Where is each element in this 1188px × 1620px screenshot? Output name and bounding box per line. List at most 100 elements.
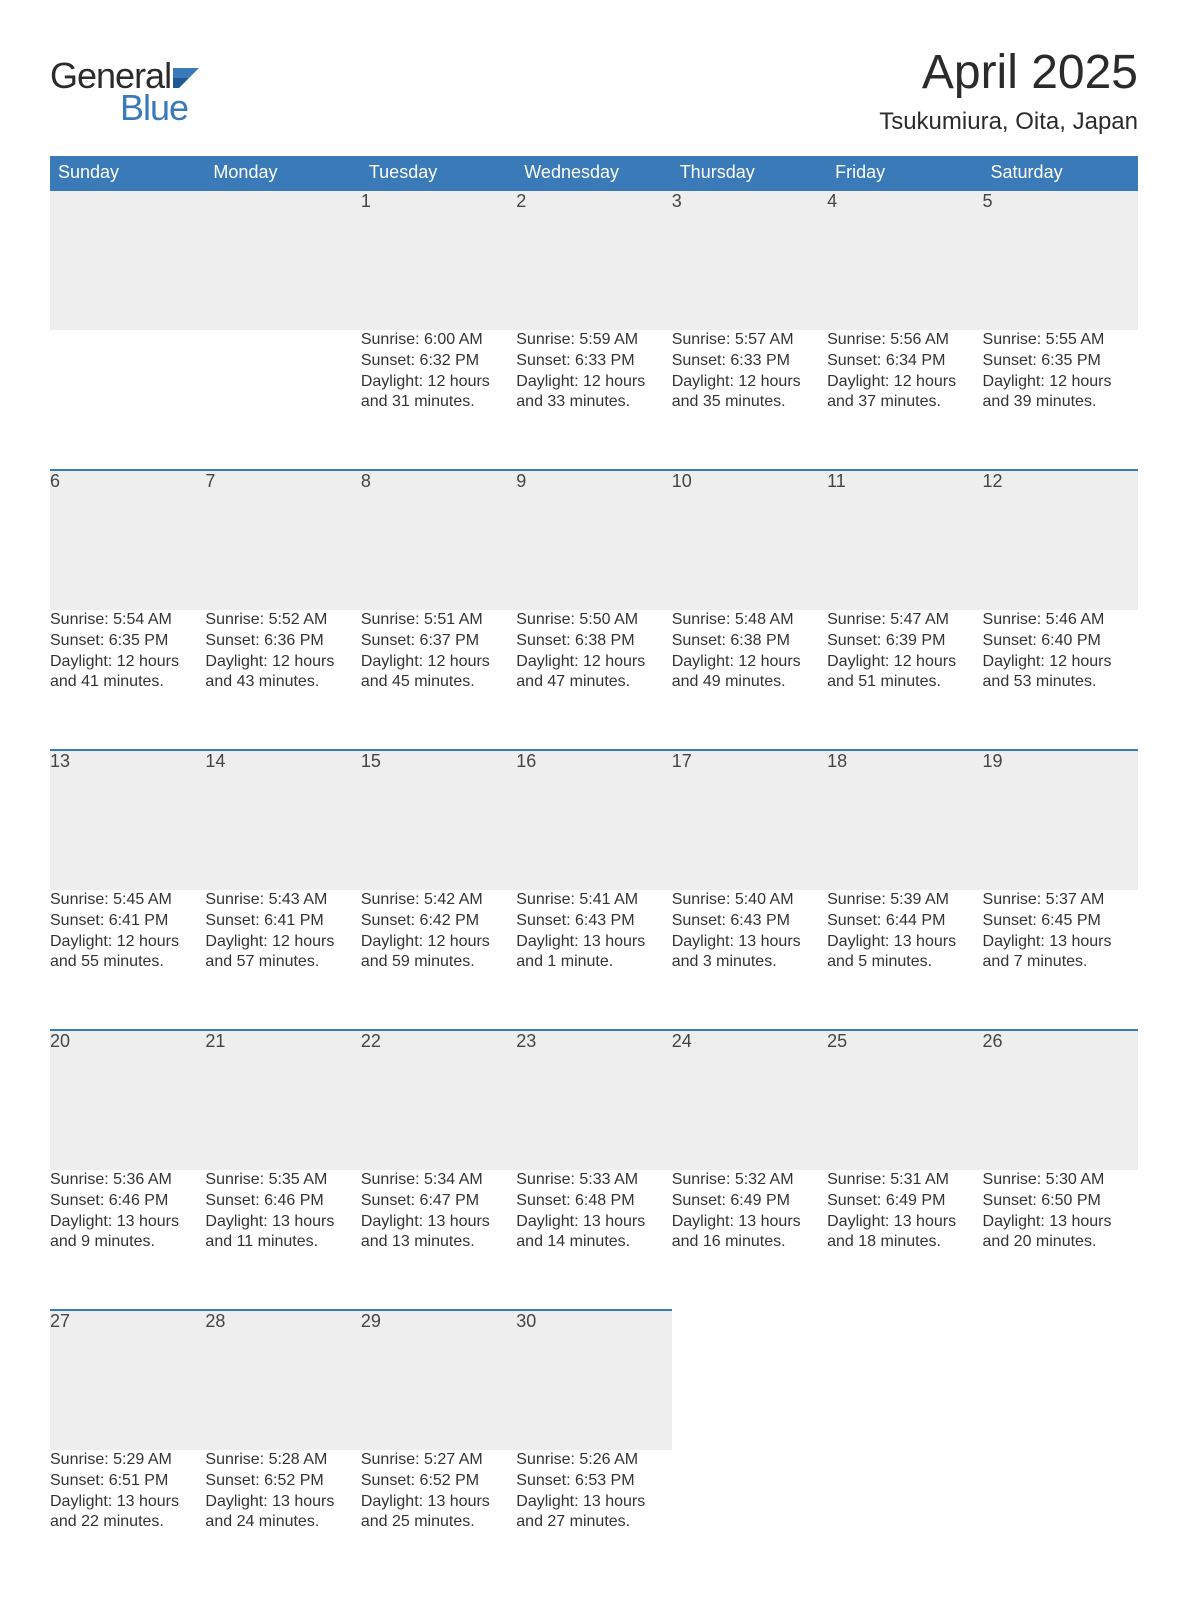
daybody-row: Sunrise: 6:00 AMSunset: 6:32 PMDaylight:…	[50, 330, 1138, 470]
daylight2-text: and 27 minutes.	[516, 1512, 671, 1533]
weekday-header: Tuesday	[361, 156, 516, 190]
daylight1-text: Daylight: 12 hours	[516, 652, 671, 673]
daylight2-text: and 57 minutes.	[205, 952, 360, 973]
day-cell: Sunrise: 5:56 AMSunset: 6:34 PMDaylight:…	[827, 330, 982, 470]
daylight1-text: Daylight: 13 hours	[983, 1212, 1138, 1233]
sunrise-text: Sunrise: 5:50 AM	[516, 610, 671, 631]
day-cell	[50, 330, 205, 470]
weekday-header: Saturday	[983, 156, 1138, 190]
daylight1-text: Daylight: 12 hours	[361, 372, 516, 393]
day-cell: Sunrise: 5:47 AMSunset: 6:39 PMDaylight:…	[827, 610, 982, 750]
day-cell: Sunrise: 5:37 AMSunset: 6:45 PMDaylight:…	[983, 890, 1138, 1030]
sunrise-text: Sunrise: 6:00 AM	[361, 330, 516, 351]
sunrise-text: Sunrise: 5:51 AM	[361, 610, 516, 631]
daybody-row: Sunrise: 5:54 AMSunset: 6:35 PMDaylight:…	[50, 610, 1138, 750]
day-cell: Sunrise: 5:50 AMSunset: 6:38 PMDaylight:…	[516, 610, 671, 750]
daylight1-text: Daylight: 12 hours	[361, 932, 516, 953]
daylight2-text: and 24 minutes.	[205, 1512, 360, 1533]
sunset-text: Sunset: 6:48 PM	[516, 1191, 671, 1212]
sunset-text: Sunset: 6:42 PM	[361, 911, 516, 932]
daylight2-text: and 5 minutes.	[827, 952, 982, 973]
daylight1-text: Daylight: 13 hours	[827, 1212, 982, 1233]
day-number: 29	[361, 1310, 516, 1450]
day-number: 8	[361, 470, 516, 610]
day-cell: Sunrise: 5:43 AMSunset: 6:41 PMDaylight:…	[205, 890, 360, 1030]
daylight1-text: Daylight: 12 hours	[361, 652, 516, 673]
day-cell	[827, 1450, 982, 1590]
day-cell: Sunrise: 5:34 AMSunset: 6:47 PMDaylight:…	[361, 1170, 516, 1310]
sunset-text: Sunset: 6:49 PM	[827, 1191, 982, 1212]
sunset-text: Sunset: 6:53 PM	[516, 1471, 671, 1492]
daylight1-text: Daylight: 12 hours	[827, 372, 982, 393]
day-number: 24	[672, 1030, 827, 1170]
day-cell: Sunrise: 5:51 AMSunset: 6:37 PMDaylight:…	[361, 610, 516, 750]
day-cell: Sunrise: 5:27 AMSunset: 6:52 PMDaylight:…	[361, 1450, 516, 1590]
day-cell	[672, 1450, 827, 1590]
day-number: 18	[827, 750, 982, 890]
daylight2-text: and 14 minutes.	[516, 1232, 671, 1253]
sunrise-text: Sunrise: 5:34 AM	[361, 1170, 516, 1191]
sunset-text: Sunset: 6:32 PM	[361, 351, 516, 372]
weekday-header: Thursday	[672, 156, 827, 190]
daylight1-text: Daylight: 13 hours	[516, 932, 671, 953]
sunrise-text: Sunrise: 5:39 AM	[827, 890, 982, 911]
day-number	[50, 190, 205, 330]
sunrise-text: Sunrise: 5:43 AM	[205, 890, 360, 911]
day-number: 17	[672, 750, 827, 890]
daylight2-text: and 49 minutes.	[672, 672, 827, 693]
daylight2-text: and 13 minutes.	[361, 1232, 516, 1253]
sunrise-text: Sunrise: 5:48 AM	[672, 610, 827, 631]
sunrise-text: Sunrise: 5:54 AM	[50, 610, 205, 631]
day-number: 27	[50, 1310, 205, 1450]
day-cell: Sunrise: 5:30 AMSunset: 6:50 PMDaylight:…	[983, 1170, 1138, 1310]
sunrise-text: Sunrise: 5:29 AM	[50, 1450, 205, 1471]
daylight2-text: and 35 minutes.	[672, 392, 827, 413]
weekday-header: Sunday	[50, 156, 205, 190]
day-number: 26	[983, 1030, 1138, 1170]
sunrise-text: Sunrise: 5:47 AM	[827, 610, 982, 631]
sunrise-text: Sunrise: 5:35 AM	[205, 1170, 360, 1191]
day-number: 28	[205, 1310, 360, 1450]
day-number	[205, 190, 360, 330]
daylight1-text: Daylight: 13 hours	[516, 1212, 671, 1233]
daylight1-text: Daylight: 13 hours	[516, 1492, 671, 1513]
daylight2-text: and 39 minutes.	[983, 392, 1138, 413]
day-number: 1	[361, 190, 516, 330]
sunset-text: Sunset: 6:33 PM	[672, 351, 827, 372]
day-number: 6	[50, 470, 205, 610]
daylight1-text: Daylight: 12 hours	[50, 652, 205, 673]
day-number: 4	[827, 190, 982, 330]
daylight2-text: and 16 minutes.	[672, 1232, 827, 1253]
day-cell: Sunrise: 5:55 AMSunset: 6:35 PMDaylight:…	[983, 330, 1138, 470]
daylight2-text: and 25 minutes.	[361, 1512, 516, 1533]
sunset-text: Sunset: 6:39 PM	[827, 631, 982, 652]
day-cell: Sunrise: 5:33 AMSunset: 6:48 PMDaylight:…	[516, 1170, 671, 1310]
day-number: 12	[983, 470, 1138, 610]
sunrise-text: Sunrise: 5:32 AM	[672, 1170, 827, 1191]
sunset-text: Sunset: 6:33 PM	[516, 351, 671, 372]
sunset-text: Sunset: 6:50 PM	[983, 1191, 1138, 1212]
sunset-text: Sunset: 6:44 PM	[827, 911, 982, 932]
sunrise-text: Sunrise: 5:52 AM	[205, 610, 360, 631]
daylight1-text: Daylight: 13 hours	[50, 1212, 205, 1233]
daylight2-text: and 9 minutes.	[50, 1232, 205, 1253]
day-number	[983, 1310, 1138, 1450]
sunset-text: Sunset: 6:37 PM	[361, 631, 516, 652]
daylight1-text: Daylight: 13 hours	[672, 1212, 827, 1233]
day-number: 10	[672, 470, 827, 610]
daylight2-text: and 7 minutes.	[983, 952, 1138, 973]
daylight1-text: Daylight: 13 hours	[205, 1212, 360, 1233]
day-cell: Sunrise: 5:52 AMSunset: 6:36 PMDaylight:…	[205, 610, 360, 750]
daylight1-text: Daylight: 12 hours	[672, 372, 827, 393]
sunrise-text: Sunrise: 5:33 AM	[516, 1170, 671, 1191]
daylight2-text: and 45 minutes.	[361, 672, 516, 693]
day-cell: Sunrise: 5:26 AMSunset: 6:53 PMDaylight:…	[516, 1450, 671, 1590]
daylight2-text: and 53 minutes.	[983, 672, 1138, 693]
sunrise-text: Sunrise: 5:45 AM	[50, 890, 205, 911]
day-number: 9	[516, 470, 671, 610]
daylight1-text: Daylight: 13 hours	[983, 932, 1138, 953]
daylight2-text: and 33 minutes.	[516, 392, 671, 413]
daylight1-text: Daylight: 13 hours	[50, 1492, 205, 1513]
day-number: 23	[516, 1030, 671, 1170]
day-cell	[983, 1450, 1138, 1590]
